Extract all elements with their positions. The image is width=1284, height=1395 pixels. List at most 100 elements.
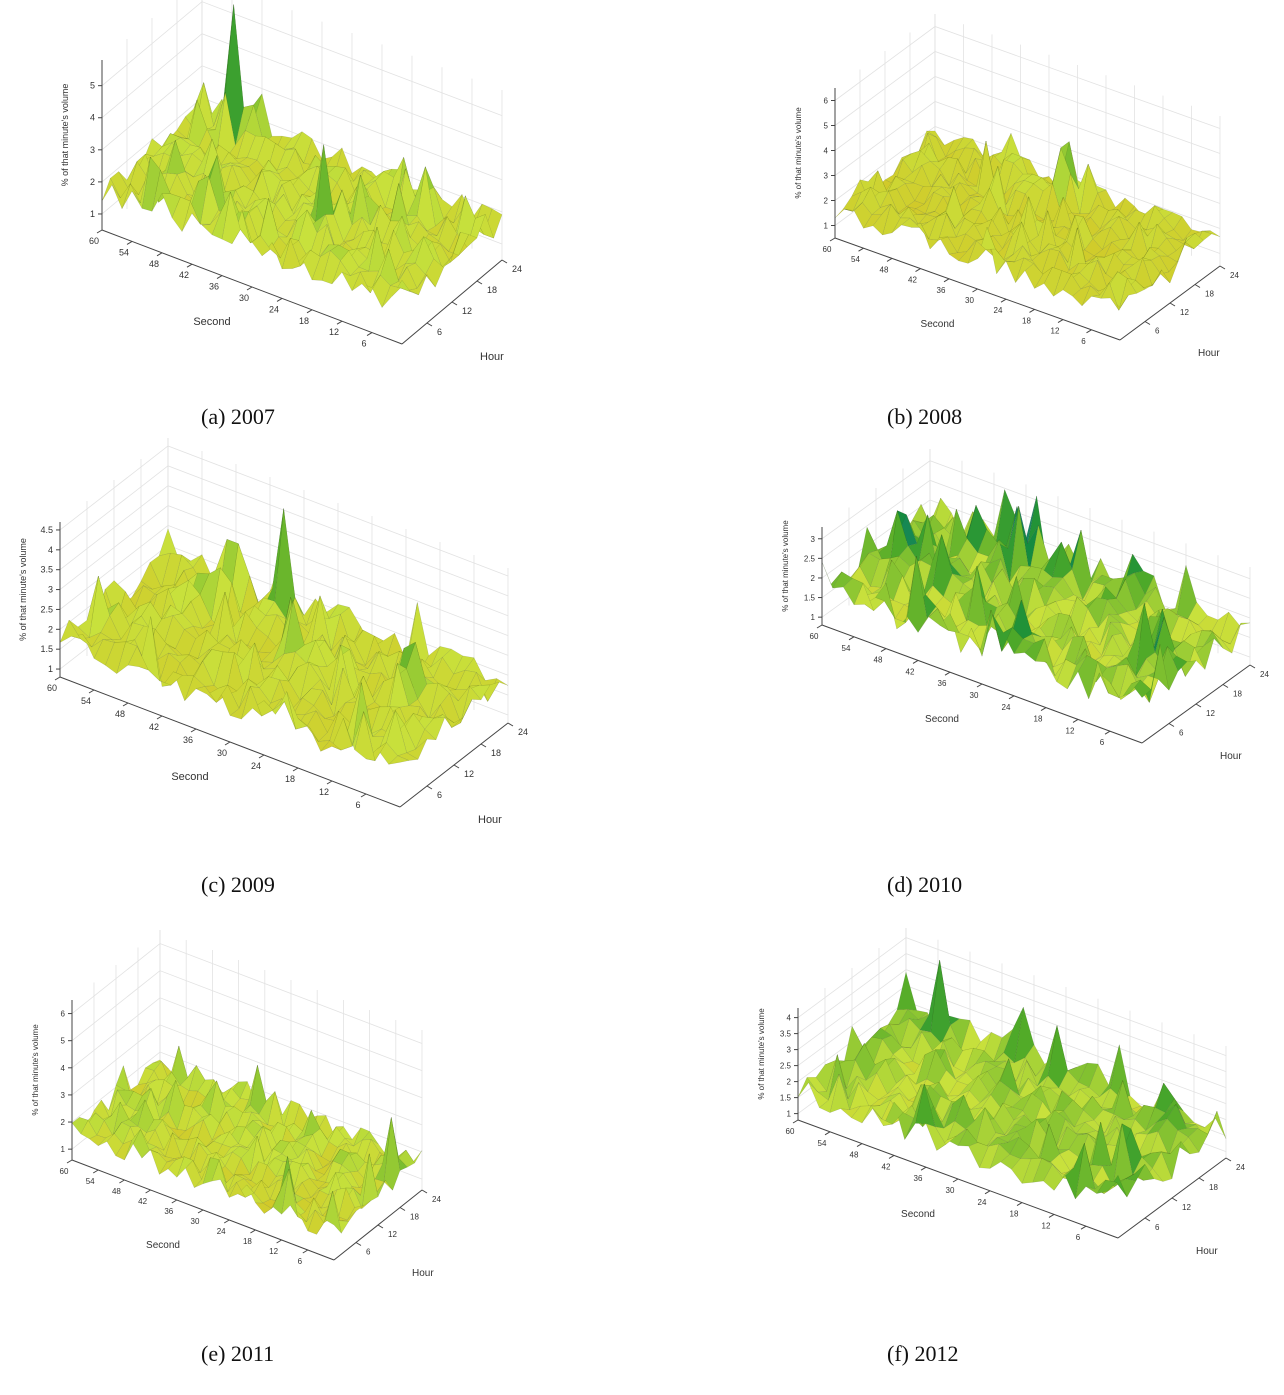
second-tick — [1072, 718, 1079, 723]
second-tick-label: 12 — [319, 787, 329, 797]
z-tick-label: 5 — [824, 122, 829, 131]
second-tick-label: 24 — [251, 761, 261, 771]
z-tick-label: 3 — [824, 172, 829, 181]
second-tick — [976, 683, 983, 688]
hour-tick — [399, 1207, 406, 1211]
hour-axis-label: Hour — [480, 351, 504, 363]
second-tick-label: 24 — [994, 306, 1003, 315]
z-tick-label: 3 — [787, 1046, 792, 1055]
second-tick-label: 6 — [1076, 1233, 1081, 1242]
second-tick-label: 42 — [138, 1197, 147, 1206]
panel-caption: (f) 2012 — [887, 1341, 959, 1366]
z-tick-label: 1 — [787, 1110, 792, 1119]
second-tick-label: 6 — [355, 800, 360, 810]
hour-tick — [426, 785, 433, 790]
z-tick-label: 3.5 — [40, 565, 53, 575]
second-tick-label: 18 — [1034, 715, 1043, 724]
hour-tick — [355, 1242, 362, 1246]
z-tick-label: 4 — [90, 113, 95, 123]
second-tick — [197, 1209, 204, 1214]
z-tick-label: 2.5 — [40, 604, 53, 614]
second-tick-label: 60 — [786, 1127, 795, 1136]
hour-tick — [1219, 265, 1226, 270]
second-tick — [943, 278, 950, 283]
hour-tick-label: 12 — [462, 306, 472, 316]
z-tick-label: 2 — [811, 574, 816, 583]
z-tick-label: 2 — [61, 1118, 66, 1127]
second-tick-label: 36 — [164, 1207, 173, 1216]
second-tick-label: 54 — [81, 696, 91, 706]
hour-tick — [1194, 284, 1201, 288]
second-tick-label: 60 — [810, 632, 819, 641]
hour-tick — [501, 259, 508, 264]
z-tick-label: 1 — [61, 1145, 66, 1154]
chart-panel: 60 54 48 42 36 30 24 18 12 6 6 12 18 24 1 1.5 2 2.5 3 Secon… — [740, 449, 1280, 790]
second-tick — [824, 1131, 831, 1136]
hour-tick — [1168, 723, 1175, 727]
surface-plot: 6054484236302418126612182412345SecondHou… — [60, 0, 522, 363]
hour-tick — [453, 764, 460, 769]
second-axis-label: Second — [901, 1209, 935, 1220]
second-tick-label: 24 — [1002, 703, 1011, 712]
second-tick — [366, 332, 373, 337]
hour-tick-label: 18 — [1205, 290, 1214, 299]
second-tick — [1104, 730, 1111, 735]
second-tick-label: 18 — [299, 316, 309, 326]
second-tick — [1029, 308, 1035, 313]
second-tick-label: 24 — [217, 1227, 226, 1236]
z-tick-label: 2 — [787, 1078, 792, 1087]
surface — [797, 959, 1227, 1200]
hour-tick — [1144, 1217, 1151, 1222]
second-axis-label: Second — [171, 771, 208, 783]
second-tick-label: 24 — [978, 1198, 987, 1207]
z-tick-label: 1.5 — [40, 644, 53, 654]
second-tick-label: 48 — [850, 1151, 859, 1160]
surface — [834, 130, 1221, 311]
z-tick-label: 6 — [61, 1010, 66, 1019]
second-tick-label: 48 — [880, 265, 889, 274]
second-tick-label: 42 — [906, 667, 915, 676]
z-tick-label: 2 — [48, 624, 53, 634]
hour-tick-label: 18 — [1233, 690, 1242, 699]
z-tick-label: 3 — [61, 1091, 66, 1100]
second-tick — [848, 636, 855, 641]
second-tick — [880, 648, 887, 653]
second-tick — [326, 780, 333, 785]
second-tick — [216, 275, 223, 280]
second-tick — [186, 263, 193, 268]
z-tick-label: 2 — [824, 197, 829, 206]
second-tick — [336, 320, 343, 325]
second-tick — [88, 689, 95, 694]
z-tick-label: 4 — [48, 545, 53, 555]
second-tick-label: 54 — [818, 1139, 827, 1148]
z-tick-label: 4 — [61, 1064, 66, 1073]
second-tick-label: 12 — [1042, 1221, 1051, 1230]
second-tick-label: 54 — [119, 247, 129, 257]
z-tick-label: 1.5 — [780, 1094, 792, 1103]
second-tick-label: 36 — [914, 1174, 923, 1183]
hour-axis-label: Hour — [1220, 751, 1242, 762]
hour-tick-label: 6 — [437, 790, 442, 800]
surface — [59, 508, 509, 765]
hour-tick-label: 18 — [410, 1213, 419, 1222]
z-axis-label: % of that minute's volume — [31, 1024, 40, 1116]
hour-tick — [1198, 1177, 1205, 1182]
hour-tick-label: 6 — [1155, 327, 1160, 336]
surface-plot: 60544842363024181266121824123456SecondHo… — [794, 14, 1239, 359]
second-tick — [292, 767, 299, 772]
second-tick — [119, 1179, 125, 1184]
second-tick — [912, 659, 919, 664]
second-tick — [1016, 1202, 1023, 1207]
second-tick-label: 60 — [89, 236, 99, 246]
hour-tick-label: 12 — [464, 769, 474, 779]
surface — [821, 488, 1251, 704]
second-tick — [302, 1249, 309, 1254]
second-tick-label: 48 — [112, 1187, 121, 1196]
panel-caption: (e) 2011 — [201, 1341, 275, 1366]
second-tick — [96, 229, 103, 234]
z-tick-label: 5 — [90, 81, 95, 91]
panel-caption: (a) 2007 — [201, 404, 275, 429]
surface-plot: 60 54 48 42 36 30 24 18 12 6 6 12 18 24 1 1.5 2 2.5 3 3.5 4 4… — [18, 438, 528, 826]
second-tick-label: 54 — [842, 644, 851, 653]
second-tick-label: 42 — [882, 1162, 891, 1171]
